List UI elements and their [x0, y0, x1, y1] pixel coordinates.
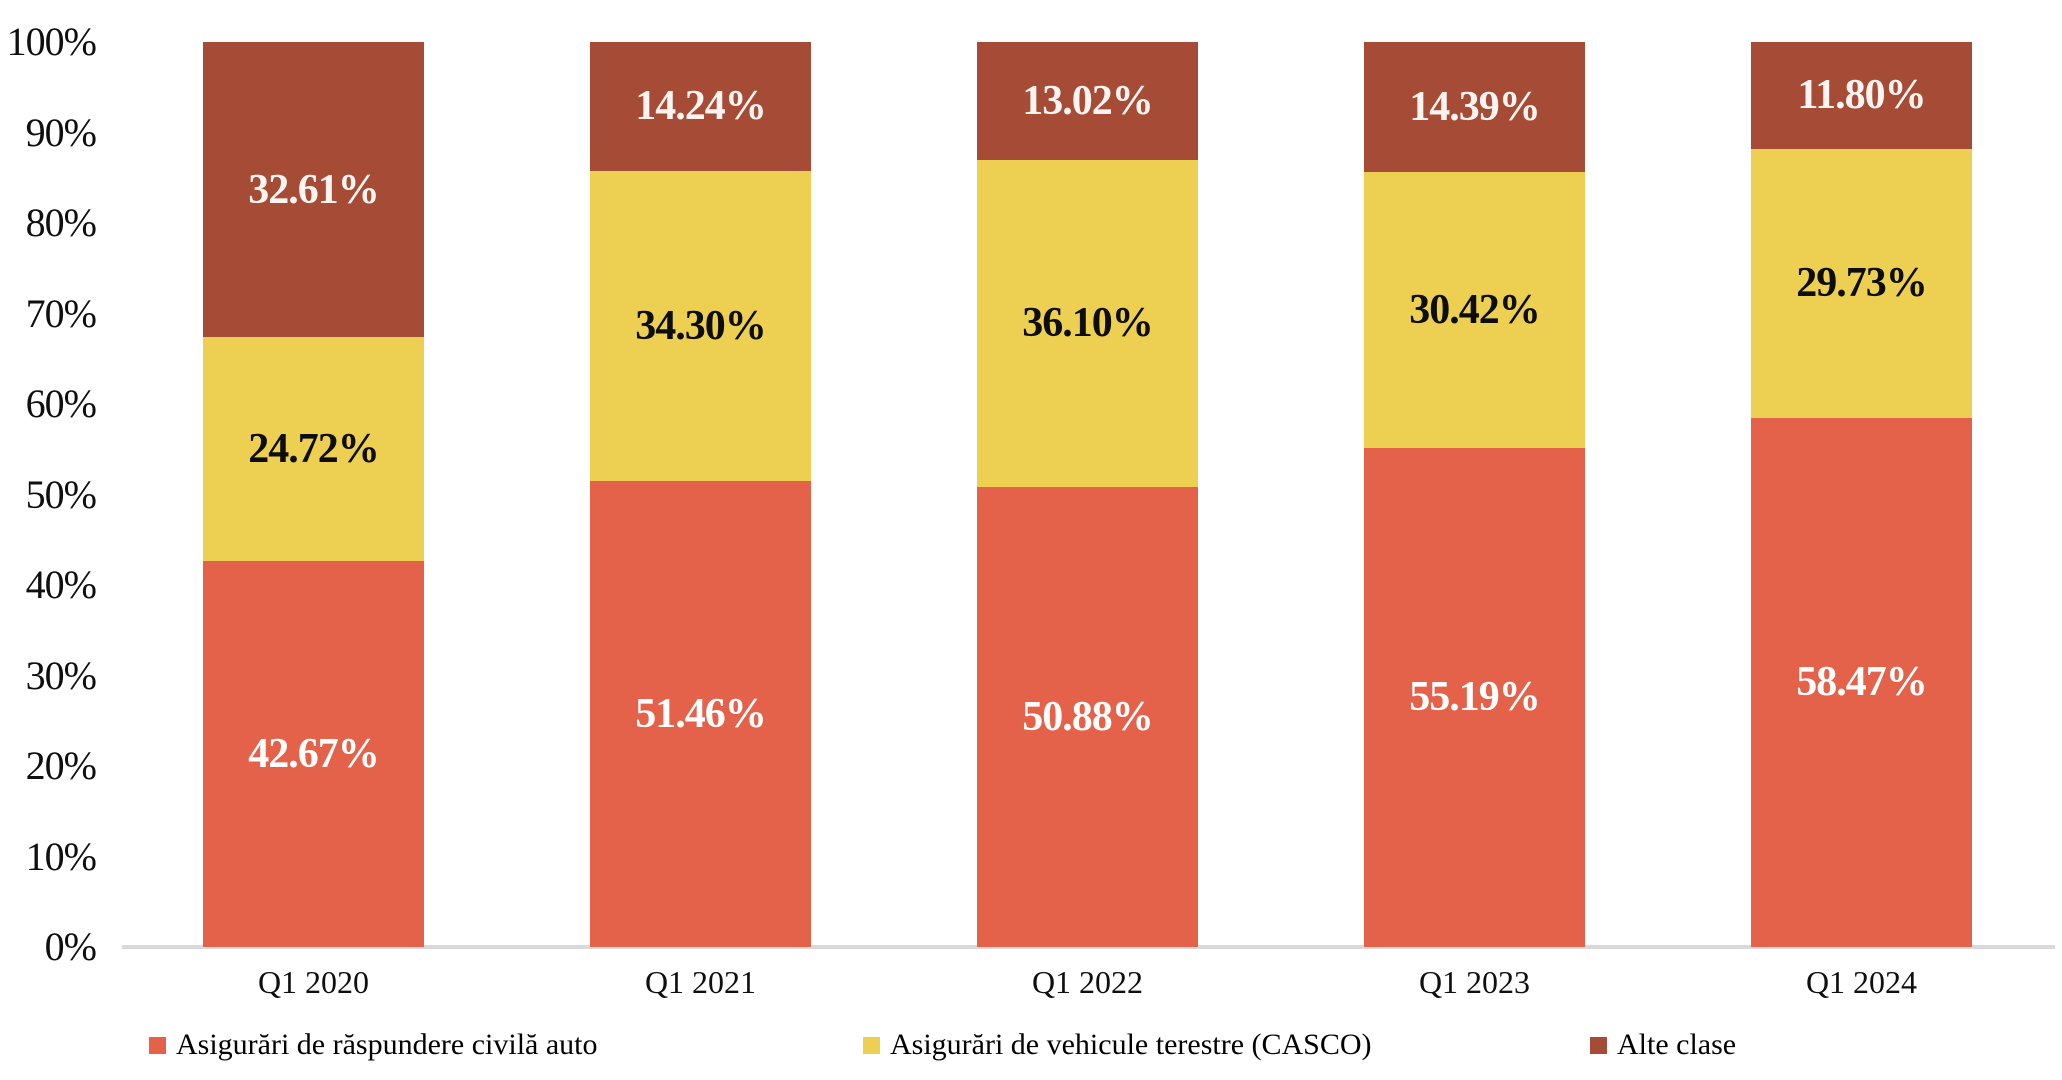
segment-q1-2023-s2 [1364, 42, 1585, 173]
segment-q1-2020-s2 [203, 42, 424, 338]
bar-q1-2023: 55.19% 30.42% 14.39% [1364, 42, 1585, 947]
y-tick-label-40: 40% [25, 562, 97, 607]
bar-q1-2020: 42.67% 24.72% 32.61% [203, 42, 424, 947]
y-tick-label-60: 60% [25, 381, 97, 426]
segment-q1-2021-s2 [590, 42, 811, 171]
segment-q1-2023-s1 [1364, 172, 1585, 448]
y-tick-label-90: 90% [25, 109, 97, 155]
data-label-q1-2022-s0: 50.88% [1022, 693, 1154, 740]
segment-q1-2021-s1 [590, 170, 811, 482]
y-tick-label-10: 10% [25, 833, 97, 879]
data-label-q1-2024-s2: 11.80% [1797, 72, 1926, 119]
segment-q1-2021-s0 [590, 481, 811, 947]
legend-swatch-icon [149, 1036, 166, 1054]
legend-swatch-icon [863, 1036, 880, 1054]
x-tick-label-q1-2020: Q1 2020 [257, 964, 370, 1000]
data-label-q1-2023-s1: 30.42% [1409, 286, 1541, 333]
legend-swatch-icon [1590, 1036, 1607, 1054]
data-label-q1-2021-s1: 34.30% [635, 303, 767, 350]
data-label-q1-2024-s1: 29.73% [1796, 260, 1928, 307]
data-label-q1-2021-s0: 51.46% [635, 691, 767, 738]
y-tick-label-70: 70% [25, 290, 97, 336]
bar-q1-2022: 50.88% 36.10% 13.02% [977, 42, 1198, 947]
segment-q1-2022-s1 [977, 159, 1198, 487]
y-tick-label-80: 80% [25, 200, 97, 245]
segment-q1-2024-s2 [1751, 42, 1972, 149]
segment-q1-2022-s2 [977, 42, 1198, 160]
data-label-q1-2022-s2: 13.02% [1022, 77, 1154, 124]
x-axis-line [122, 945, 2055, 949]
segment-q1-2023-s0 [1364, 447, 1585, 947]
data-label-q1-2024-s0: 58.47% [1796, 659, 1928, 706]
legend-label: Asigurări de răspundere civilă auto [176, 1028, 598, 1061]
x-tick-label-q1-2024: Q1 2024 [1805, 964, 1918, 1000]
bar-q1-2021: 51.46% 34.30% 14.24% [590, 42, 811, 947]
y-tick-label-0: 0% [44, 924, 97, 969]
data-label-q1-2020-s0: 42.67% [248, 730, 380, 777]
legend-label: Asigurări de vehicule terestre (CASCO) [890, 1028, 1372, 1061]
data-label-q1-2020-s1: 24.72% [248, 425, 380, 472]
legend-item-1: Asigurări de vehicule terestre (CASCO) [863, 1028, 1372, 1062]
x-tick-label-q1-2023: Q1 2023 [1418, 964, 1531, 1000]
segment-q1-2024-s1 [1751, 148, 1972, 418]
y-tick-label-100: 100% [6, 19, 97, 64]
data-label-q1-2020-s2: 32.61% [248, 166, 380, 213]
x-tick-label-q1-2021: Q1 2021 [644, 964, 757, 1000]
segment-q1-2022-s0 [977, 486, 1198, 947]
legend-item-0: Asigurări de răspundere civilă auto [149, 1028, 598, 1062]
y-tick-label-30: 30% [25, 652, 97, 698]
data-label-q1-2022-s1: 36.10% [1022, 300, 1154, 347]
data-label-q1-2021-s2: 14.24% [635, 83, 767, 130]
legend-item-2: Alte clase [1590, 1028, 1736, 1062]
y-tick-label-50: 50% [25, 471, 97, 517]
x-tick-label-q1-2022: Q1 2022 [1031, 964, 1144, 1000]
segment-q1-2024-s0 [1751, 417, 1972, 947]
segment-q1-2020-s1 [203, 337, 424, 561]
data-label-q1-2023-s2: 14.39% [1409, 84, 1541, 131]
y-tick-label-20: 20% [25, 743, 97, 788]
bar-q1-2024: 58.47% 29.73% 11.80% [1751, 42, 1972, 947]
legend-label: Alte clase [1617, 1028, 1737, 1061]
data-label-q1-2023-s0: 55.19% [1409, 674, 1541, 721]
segment-q1-2020-s0 [203, 560, 424, 947]
